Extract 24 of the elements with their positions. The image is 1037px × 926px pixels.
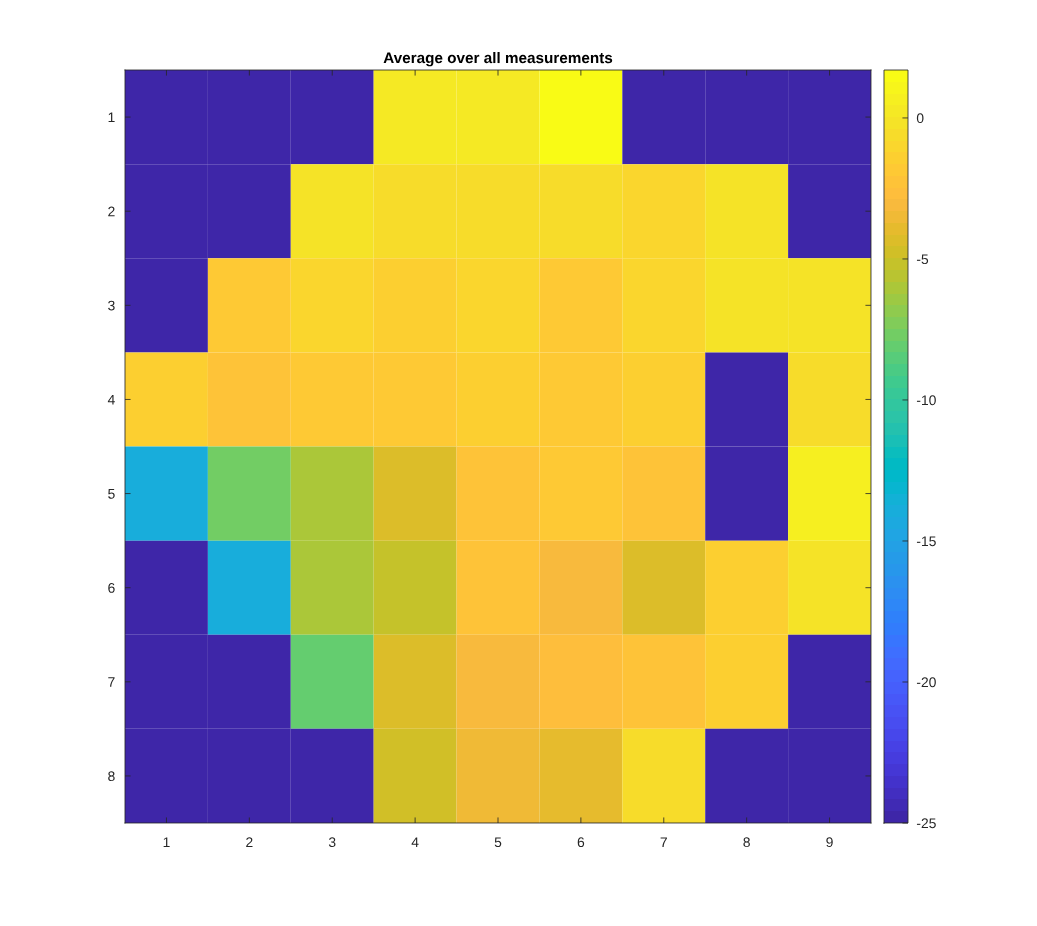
x-tick-label: 2 (246, 837, 253, 847)
x-tick-label: 7 (660, 837, 667, 847)
chart-title: Average over all measurements (383, 51, 613, 67)
color-bar-label: -25 (916, 818, 936, 829)
y-tick-label: 6 (108, 583, 115, 593)
color-bar-label: -10 (916, 395, 936, 406)
y-tick-label: 2 (108, 206, 115, 217)
color-bar-label: 0 (916, 113, 924, 124)
y-tick-label: 7 (108, 677, 115, 687)
color-bar-label: -20 (916, 677, 936, 688)
x-tick-label: 8 (743, 837, 750, 848)
y-tick-label: 3 (108, 300, 115, 311)
y-tick-label: 8 (108, 771, 115, 782)
y-tick-label: 1 (108, 112, 115, 123)
x-tick-label: 9 (826, 837, 833, 848)
x-tick-label: 1 (163, 837, 170, 847)
y-tick-label: 4 (107, 394, 115, 405)
x-tick-label: 6 (577, 837, 585, 848)
y-tick-label: 5 (108, 489, 115, 499)
x-tick-label: 5 (494, 837, 502, 848)
x-tick-label: 3 (328, 837, 336, 848)
color-bar-label: -15 (916, 536, 936, 547)
x-tick-label: 4 (411, 837, 419, 847)
color-bar-label: -5 (916, 254, 929, 265)
